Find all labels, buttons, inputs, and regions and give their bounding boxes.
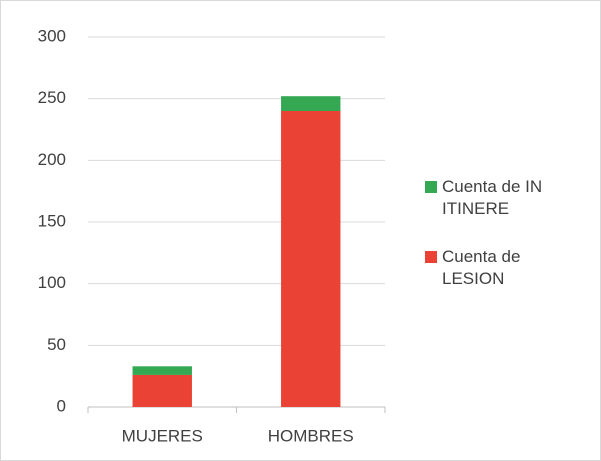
x-tick-label: HOMBRES <box>268 426 354 445</box>
y-tick-label: 100 <box>38 273 66 292</box>
y-tick-label: 50 <box>47 335 66 354</box>
bar-segment <box>281 96 341 111</box>
y-tick-label: 250 <box>38 88 66 107</box>
bar-segment <box>132 366 192 375</box>
legend-label: Cuenta de LESION <box>442 247 521 288</box>
y-tick-label: 0 <box>57 396 66 415</box>
y-tick-label: 300 <box>38 26 66 45</box>
legend-label: Cuenta de IN ITINERE <box>442 177 543 218</box>
legend-swatch <box>425 181 437 193</box>
y-tick-label: 150 <box>38 211 66 230</box>
x-tick-label: MUJERES <box>122 426 203 445</box>
bar-segment <box>132 374 192 407</box>
y-tick-label: 200 <box>38 150 66 169</box>
bar-segment <box>281 111 341 407</box>
legend-swatch <box>425 251 437 263</box>
